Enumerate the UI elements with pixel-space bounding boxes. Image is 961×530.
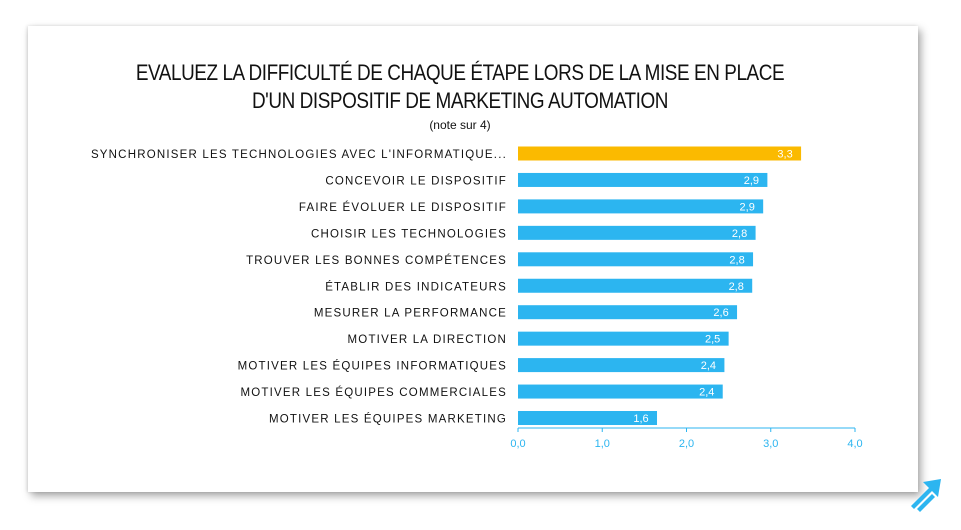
x-tick-label: 2,0 xyxy=(679,438,694,450)
bar xyxy=(518,252,754,267)
data-label: 2,9 xyxy=(744,175,759,187)
category-label: ÉTABLIR DES INDICATEURS xyxy=(325,280,507,293)
bar xyxy=(518,358,725,373)
category-label: TROUVER LES BONNES COMPÉTENCES xyxy=(246,254,507,267)
category-label: FAIRE ÉVOLUER LE DISPOSITIF xyxy=(299,201,507,214)
bar xyxy=(518,199,764,214)
data-label: 2,4 xyxy=(701,360,716,372)
chart-subtitle: (note sur 4) xyxy=(429,118,491,132)
category-label: MOTIVER LES ÉQUIPES COMMERCIALES xyxy=(240,386,507,399)
data-label: 2,8 xyxy=(732,228,747,240)
bar xyxy=(518,384,723,399)
data-label: 2,6 xyxy=(713,307,728,319)
category-label: MESURER LA PERFORMANCE xyxy=(314,308,507,320)
data-label: 2,4 xyxy=(699,387,714,399)
bar xyxy=(518,331,729,346)
data-label: 2,9 xyxy=(740,201,755,213)
category-label: SYNCHRONISER LES TECHNOLOGIES AVEC L'INF… xyxy=(91,149,507,161)
bar xyxy=(518,225,756,240)
data-label: 1,6 xyxy=(633,413,648,425)
bar xyxy=(518,172,768,187)
chart-title-line1: EVALUEZ LA DIFFICULTÉ DE CHAQUE ÉTAPE LO… xyxy=(135,60,785,85)
data-label: 2,8 xyxy=(729,254,744,266)
data-label: 2,5 xyxy=(705,334,720,346)
category-label: MOTIVER LA DIRECTION xyxy=(348,334,507,346)
bar xyxy=(518,305,738,320)
x-tick-label: 4,0 xyxy=(847,438,862,450)
x-tick-label: 3,0 xyxy=(763,438,778,450)
chart-card xyxy=(28,26,918,492)
category-label: MOTIVER LES ÉQUIPES MARKETING xyxy=(269,413,507,426)
chart-title-line2: D'UN DISPOSITIF DE MARKETING AUTOMATION xyxy=(251,88,669,113)
arrow-logo-icon xyxy=(911,479,941,512)
category-label: MOTIVER LES ÉQUIPES INFORMATIQUES xyxy=(238,360,507,373)
bar xyxy=(518,278,753,293)
bar xyxy=(518,146,802,161)
x-tick-label: 0,0 xyxy=(510,438,525,450)
data-label: 2,8 xyxy=(729,281,744,293)
bar xyxy=(518,411,658,425)
x-tick-label: 1,0 xyxy=(595,438,610,450)
category-label: CHOISIR LES TECHNOLOGIES xyxy=(311,228,507,240)
category-label: CONCEVOIR LE DISPOSITIF xyxy=(325,175,507,187)
data-label: 3,3 xyxy=(777,149,792,161)
